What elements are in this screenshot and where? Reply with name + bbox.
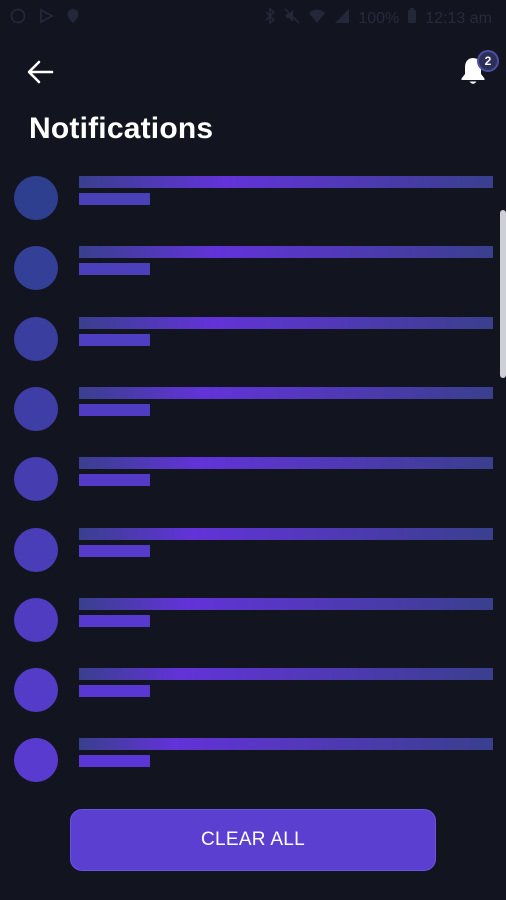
notification-item[interactable]: [0, 664, 506, 724]
clock: 12:13 am: [425, 9, 492, 27]
notification-item[interactable]: [0, 594, 506, 654]
battery-icon: [407, 8, 417, 29]
notification-item[interactable]: [0, 383, 506, 443]
notification-title-placeholder: [79, 597, 493, 610]
clear-all-button[interactable]: CLEAR ALL: [70, 809, 436, 871]
notification-title-placeholder: [79, 386, 493, 399]
scrollbar[interactable]: [500, 210, 506, 378]
notification-item[interactable]: [0, 172, 506, 232]
notification-subtitle-placeholder: [79, 544, 150, 557]
bluetooth-icon: [264, 7, 276, 29]
notification-subtitle-placeholder: [79, 685, 150, 698]
notification-avatar-placeholder: [14, 246, 58, 291]
notification-item[interactable]: [0, 453, 506, 513]
notification-subtitle-placeholder: [79, 403, 150, 416]
notification-subtitle-placeholder: [79, 193, 150, 205]
whatsapp-icon: [10, 8, 26, 29]
notification-avatar-placeholder: [14, 176, 58, 220]
notification-title-placeholder: [79, 457, 493, 470]
notification-item[interactable]: [0, 313, 506, 373]
notification-avatar-placeholder: [14, 668, 58, 713]
notification-title-placeholder: [79, 316, 493, 329]
notification-subtitle-placeholder: [79, 755, 150, 768]
status-bar: 100% 12:13 am: [0, 0, 506, 36]
notification-count-badge: 2: [477, 50, 499, 72]
notification-item[interactable]: [0, 524, 506, 584]
notifications-bell-button[interactable]: 2: [455, 48, 499, 90]
play-store-icon: [38, 8, 54, 29]
notification-avatar-placeholder: [14, 597, 58, 642]
notification-title-placeholder: [79, 176, 493, 188]
notification-title-placeholder: [79, 668, 493, 681]
notification-avatar-placeholder: [14, 738, 58, 783]
notification-avatar-placeholder: [14, 386, 58, 431]
notification-item[interactable]: [0, 242, 506, 302]
notification-title-placeholder: [79, 738, 493, 751]
signal-icon: [334, 8, 350, 29]
mute-icon: [284, 8, 300, 29]
location-icon: [66, 8, 80, 29]
page-title: Notifications: [29, 112, 214, 145]
status-left-icons: [10, 8, 80, 29]
notification-subtitle-placeholder: [79, 614, 150, 627]
notification-item[interactable]: [0, 734, 506, 794]
notification-title-placeholder: [79, 246, 493, 259]
wifi-icon: [308, 8, 326, 29]
battery-percentage: 100%: [358, 9, 400, 27]
notification-avatar-placeholder: [14, 527, 58, 572]
notification-title-placeholder: [79, 527, 493, 540]
back-button[interactable]: [22, 58, 58, 90]
notification-subtitle-placeholder: [79, 263, 150, 276]
notification-subtitle-placeholder: [79, 474, 150, 487]
arrow-left-icon: [26, 59, 54, 90]
notification-subtitle-placeholder: [79, 333, 150, 346]
notification-avatar-placeholder: [14, 457, 58, 502]
notification-avatar-placeholder: [14, 316, 58, 361]
status-right-icons: 100% 12:13 am: [264, 7, 492, 29]
